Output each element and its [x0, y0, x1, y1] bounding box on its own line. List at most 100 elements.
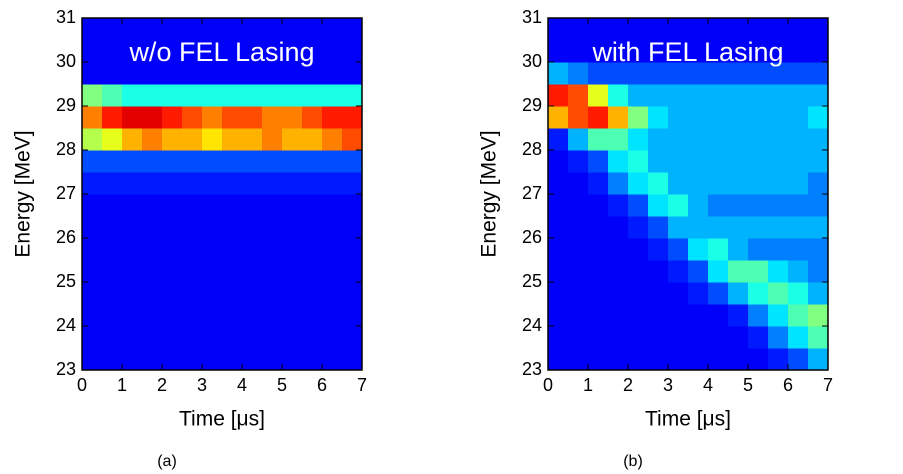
heatmap-cell [808, 40, 829, 63]
heatmap-cell [202, 40, 223, 63]
heatmap-cell [142, 150, 163, 173]
heatmap-cell [768, 40, 789, 63]
heatmap-cell [728, 216, 749, 239]
heatmap-cell [102, 348, 123, 371]
heatmap-cell [302, 106, 323, 129]
heatmap-cell [688, 18, 709, 41]
heatmap-cell [588, 172, 609, 195]
heatmap-cell [668, 282, 689, 305]
heatmap-cell [342, 348, 363, 371]
heatmap-cell [262, 260, 283, 283]
heatmap-cell [608, 194, 629, 217]
heatmap-cell [628, 348, 649, 371]
heatmap-cell [202, 194, 223, 217]
heatmap-cell [342, 84, 363, 107]
heatmap-cell [668, 238, 689, 261]
heatmap-cell [182, 260, 203, 283]
heatmap-cell [262, 106, 283, 129]
heatmap-cell [548, 106, 569, 129]
heatmap-cell [708, 172, 729, 195]
heatmap-cell [608, 238, 629, 261]
heatmap-cell [728, 62, 749, 85]
heatmap-cell [82, 62, 103, 85]
heatmap-cell [548, 150, 569, 173]
heatmap-cell [788, 84, 809, 107]
heatmap-cell [262, 172, 283, 195]
heatmap-cell [748, 326, 769, 349]
heatmap-cell [242, 106, 263, 129]
heatmap-cell [202, 304, 223, 327]
heatmap-cell [768, 238, 789, 261]
heatmap-cell [102, 282, 123, 305]
heatmap-cell [102, 128, 123, 151]
heatmap-cell [302, 348, 323, 371]
heatmap-cell [808, 238, 829, 261]
heatmap-cell [342, 326, 363, 349]
heatmap-cell [648, 326, 669, 349]
heatmap-cell [548, 172, 569, 195]
heatmap-cell [588, 150, 609, 173]
heatmap-cell [748, 304, 769, 327]
heatmap-cell [668, 194, 689, 217]
heatmap-cell [162, 62, 183, 85]
heatmap-cell [282, 84, 303, 107]
heatmap-cell [262, 282, 283, 305]
heatmap-cell [608, 172, 629, 195]
heatmap-cell [242, 304, 263, 327]
heatmap-cell [768, 150, 789, 173]
heatmap-cell [102, 150, 123, 173]
heatmap-cell [628, 326, 649, 349]
heatmap-cell [668, 326, 689, 349]
heatmap-cell [688, 260, 709, 283]
heatmap-cell [768, 128, 789, 151]
heatmap-cell [728, 326, 749, 349]
heatmap-cell [668, 62, 689, 85]
heatmap-cell [548, 216, 569, 239]
heatmap-cell [82, 18, 103, 41]
heatmap-cell [588, 216, 609, 239]
heatmap-cell [788, 128, 809, 151]
heatmap-cell [142, 84, 163, 107]
heatmap-cell [242, 260, 263, 283]
x-tick-label: 1 [583, 375, 593, 395]
heatmap-cell [162, 128, 183, 151]
x-tick-label: 4 [237, 375, 247, 395]
heatmap-cell [628, 238, 649, 261]
heatmap-cell [648, 40, 669, 63]
heatmap-cell [748, 106, 769, 129]
y-axis-label: Energy [MeV] [478, 130, 501, 257]
heatmap-cell [242, 194, 263, 217]
y-tick-label: 27 [522, 183, 542, 203]
heatmap-cell [142, 304, 163, 327]
heatmap-cell [708, 106, 729, 129]
heatmap-cell [568, 348, 589, 371]
heatmap-cell [222, 150, 243, 173]
heatmap-cell [728, 194, 749, 217]
heatmap-cell [788, 348, 809, 371]
heatmap-cell [728, 348, 749, 371]
y-tick-label: 23 [522, 359, 542, 379]
heatmap-cell [588, 194, 609, 217]
heatmap-cell [342, 18, 363, 41]
heatmap-cell [628, 282, 649, 305]
heatmap-cell [588, 238, 609, 261]
heatmap-cell [648, 194, 669, 217]
heatmap-cell [302, 282, 323, 305]
heatmap-cell [568, 150, 589, 173]
heatmap-cell [548, 238, 569, 261]
heatmap-cell [608, 128, 629, 151]
heatmap-cell [648, 216, 669, 239]
heatmap-cell [222, 40, 243, 63]
y-tick-label: 26 [522, 227, 542, 247]
heatmap-cell [322, 326, 343, 349]
heatmap-cell [688, 172, 709, 195]
heatmap-cell [788, 282, 809, 305]
y-tick-label: 27 [56, 183, 76, 203]
heatmap-cell [548, 194, 569, 217]
y-tick-label: 30 [56, 51, 76, 71]
heatmap-cell [282, 282, 303, 305]
heatmap-cell [262, 84, 283, 107]
heatmap-cell [182, 128, 203, 151]
heatmap-cell [648, 260, 669, 283]
heatmap-cell [102, 40, 123, 63]
